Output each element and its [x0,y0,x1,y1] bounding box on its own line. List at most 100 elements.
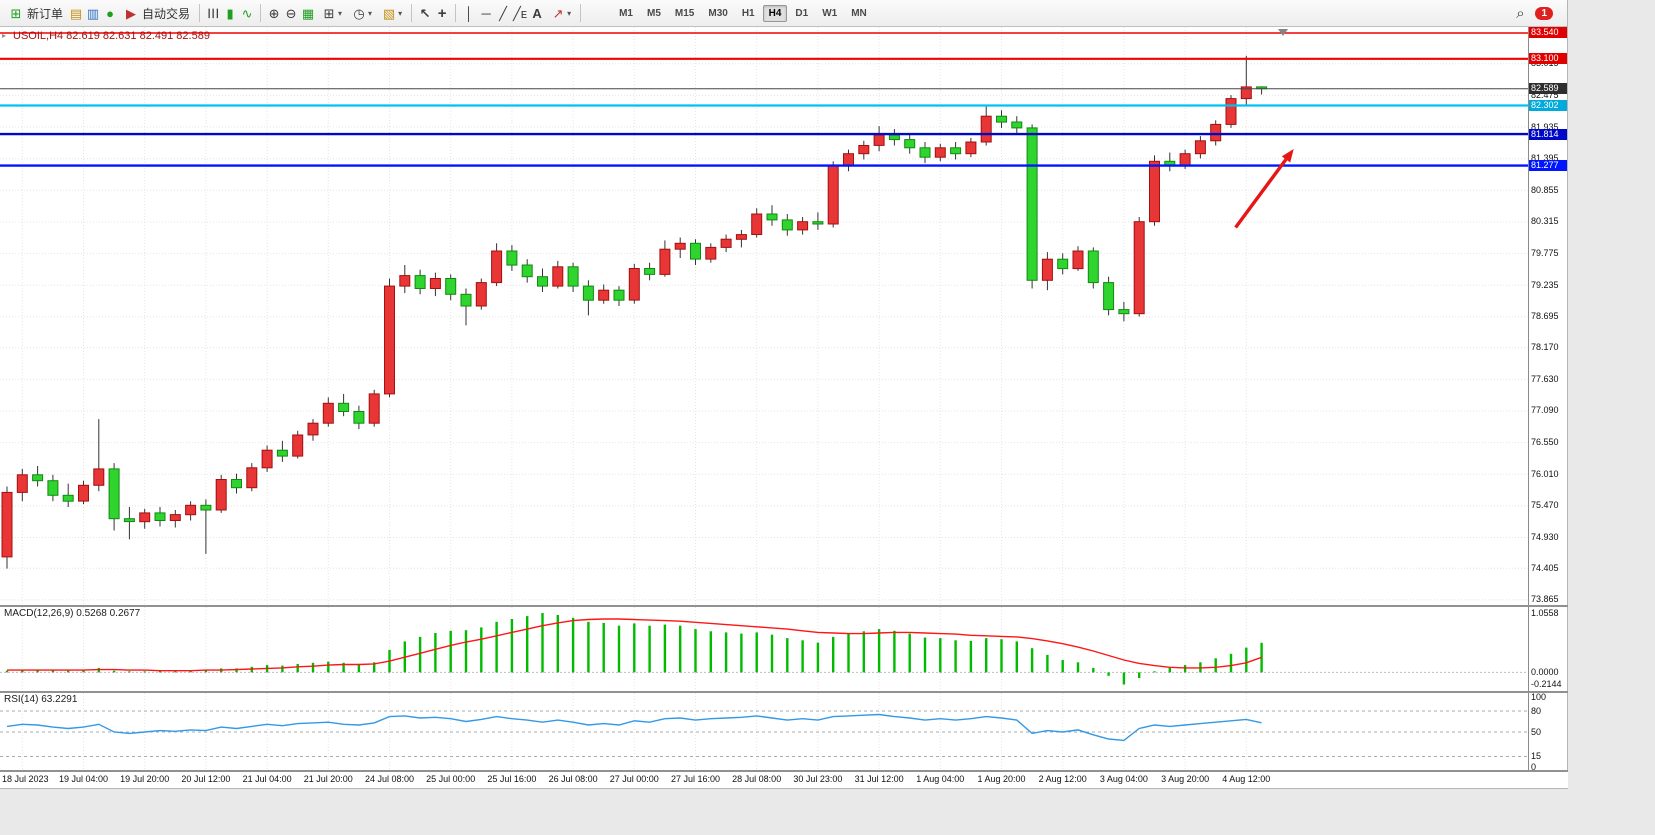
chevron-down-icon: ▾ [338,8,343,18]
arrows-tool-button[interactable]: ↗ ▾ [546,4,575,23]
toolbar-separator [411,4,413,22]
zoom-out-icon[interactable]: ⊖ [285,5,297,21]
chart-profile-icon[interactable]: ▤ [69,5,83,21]
time-axis-label: 1 Aug 20:00 [977,774,1026,784]
crosshair-tool-icon[interactable]: + [437,4,447,22]
price-scale[interactable]: 83.01582.47581.93581.39580.85580.31579.7… [1528,27,1567,605]
price-axis-label: 81.395 [1531,153,1559,164]
rsi-label: RSI(14) 63.2291 [4,694,78,705]
new-order-button[interactable]: ⊞ 新订单 [4,3,67,24]
autotrade-label: 自动交易 [142,6,191,21]
price-axis-label: 77.090 [1531,405,1559,416]
timeframe-m5[interactable]: M5 [647,7,661,19]
chevron-down-icon: ▾ [398,8,403,18]
price-axis-label: 80.855 [1531,184,1559,195]
arrow-tool-icon: ↗ [552,5,564,21]
new-chart-button[interactable]: ⊞ ▾ [317,4,346,23]
price-axis-label: 81.935 [1531,121,1559,132]
rsi-scale[interactable]: 100 80 50 15 0 [1528,693,1567,770]
price-level-badge: 82.589 [1529,83,1567,95]
time-axis-label: 19 Jul 20:00 [120,774,170,784]
price-level-badge: 83.100 [1529,53,1567,65]
main-toolbar: ⊞ 新订单 ▤ ▥ ● ▶ 自动交易 ☰ ▮ ∿ ⊕ ⊖ ▦ ⊞ ▾ ◷ ▾ ▧ ▾ … [0,0,1567,27]
period-button[interactable]: ◷ ▾ [347,4,376,23]
panel-divider[interactable] [0,605,1568,607]
time-axis-label: 21 Jul 04:00 [242,774,292,784]
price-level-badge: 81.277 [1529,160,1567,172]
template-icon: ▧ [382,5,396,21]
macd-scale[interactable]: 1.0558 0.0000 -0.2144 [1528,607,1567,691]
market-watch-icon[interactable]: ▥ [86,5,100,21]
mt4-window: ⊞ 新订单 ▤ ▥ ● ▶ 自动交易 ☰ ▮ ∿ ⊕ ⊖ ▦ ⊞ ▾ ◷ ▾ ▧ ▾ … [0,0,1568,789]
zoom-in-icon[interactable]: ⊕ [268,5,280,21]
price-axis-label: 77.630 [1531,373,1559,384]
panel-divider [0,770,1568,772]
timeframe-m30[interactable]: M30 [708,7,728,19]
tile-windows-icon[interactable]: ▦ [301,5,315,21]
price-axis-label: 79.775 [1531,248,1559,259]
bar-chart-mode-icon[interactable]: ☰ [205,7,221,19]
price-axis-label: 76.550 [1531,437,1559,448]
cursor-tool-icon[interactable]: ↖ [419,5,431,21]
rsi-panel: RSI(14) 63.2291 100 80 50 15 0 [0,693,1567,770]
horizontal-line-tool-icon[interactable]: ─ [481,5,491,21]
timeframe-h4[interactable]: H4 [762,4,788,22]
time-axis-label: 1 Aug 04:00 [916,774,965,784]
clock-icon: ◷ [353,5,365,21]
time-axis-label: 26 Jul 08:00 [548,774,598,784]
panel-divider[interactable] [0,691,1568,693]
time-axis-label: 31 Jul 12:00 [854,774,904,784]
time-axis-label: 25 Jul 16:00 [487,774,537,784]
notification-badge[interactable]: 1 [1535,6,1553,20]
new-chart-icon: ⊞ [323,5,335,21]
search-icon[interactable]: ⌕ [1516,4,1525,22]
time-axis-label: 30 Jul 23:00 [793,774,843,784]
toolbar-separator [580,4,582,22]
time-axis-label: 2 Aug 12:00 [1038,774,1087,784]
timeframe-mn[interactable]: MN [851,7,867,19]
timeframe-h1[interactable]: H1 [741,7,755,19]
equidistant-channel-tool-icon[interactable]: ╱ᴇ [512,5,528,21]
toolbar-separator [455,4,457,22]
macd-axis-label: -0.2144 [1531,678,1562,689]
rsi-axis-label: 100 [1531,693,1547,702]
time-axis-label: 3 Aug 04:00 [1099,774,1148,784]
time-axis-label: 3 Aug 20:00 [1161,774,1210,784]
price-axis-label: 82.475 [1531,89,1559,100]
chevron-down-icon: ▾ [368,8,373,18]
main-chart-panel: ▸ USOIL,H4 82.619 82.631 82.491 82.589 8… [0,27,1567,605]
rsi-axis-label: 0 [1531,761,1537,771]
new-order-icon: ⊞ [10,5,22,21]
price-level-badge: 81.814 [1529,128,1567,140]
one-click-trading-toggle[interactable]: ▸ [2,31,7,40]
price-axis-label: 79.235 [1531,279,1559,290]
text-tool-icon[interactable]: A [532,5,542,21]
time-axis-label: 28 Jul 08:00 [732,774,782,784]
macd-panel: MACD(12,26,9) 0.5268 0.2677 1.0558 0.0000… [0,607,1567,691]
time-axis-label: 25 Jul 00:00 [426,774,476,784]
candlestick-chart [0,27,1528,605]
time-axis-label: 21 Jul 20:00 [303,774,353,784]
macd-plot[interactable]: MACD(12,26,9) 0.5268 0.2677 [0,607,1528,691]
candlestick-mode-icon[interactable]: ▮ [226,5,234,21]
autotrade-button[interactable]: ▶ 自动交易 [119,3,194,24]
price-axis-label: 80.315 [1531,216,1559,227]
timeframe-group: M1 M5 M15 M30 H1 H4 D1 W1 MN [612,4,874,22]
rsi-plot[interactable]: RSI(14) 63.2291 [0,693,1528,770]
main-chart-plot[interactable]: ▸ USOIL,H4 82.619 82.631 82.491 82.589 [0,27,1528,605]
autotrade-icon: ▶ [126,5,137,21]
line-chart-mode-icon[interactable]: ∿ [241,5,253,21]
price-level-badge: 83.540 [1529,27,1567,39]
trendline-tool-icon[interactable]: ╱ [499,5,507,21]
timeframe-m15[interactable]: M15 [674,7,695,19]
status-icon[interactable]: ● [106,5,114,21]
timeframe-m1[interactable]: M1 [619,7,633,19]
time-axis[interactable]: 18 Jul 2023 19 Jul 04:00 19 Jul 20:00 20 Ju… [0,772,1568,788]
macd-axis-label: 1.0558 [1531,607,1559,618]
price-axis-label: 78.695 [1531,311,1559,322]
time-axis-label: 20 Jul 12:00 [181,774,231,784]
timeframe-w1[interactable]: W1 [822,7,838,19]
vertical-line-tool-icon[interactable]: │ [465,5,474,21]
template-button[interactable]: ▧ ▾ [377,4,406,23]
timeframe-d1[interactable]: D1 [795,7,809,19]
